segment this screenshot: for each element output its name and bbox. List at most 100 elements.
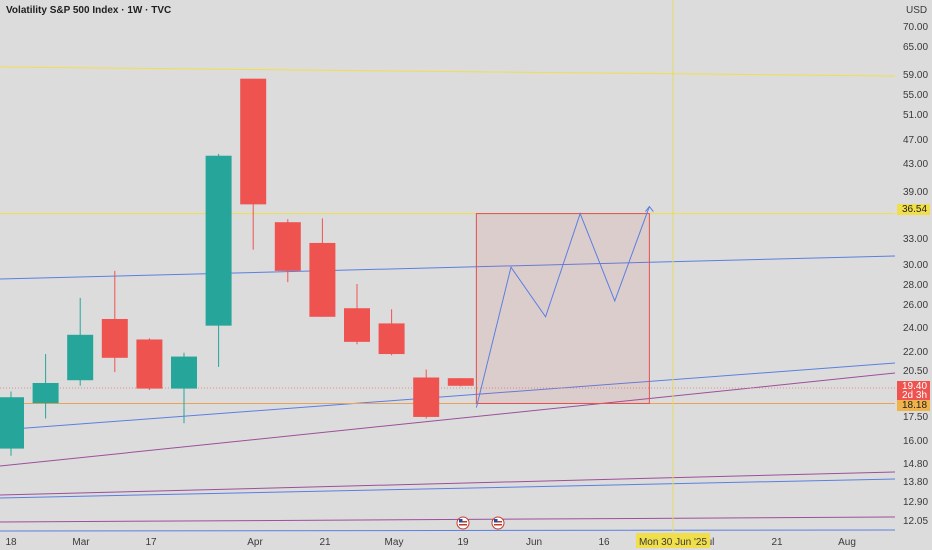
level-badge-36-54: 36.54 — [897, 204, 930, 215]
candle[interactable] — [0, 391, 24, 456]
trendline-upper[interactable] — [0, 255, 896, 280]
candle-body — [309, 242, 336, 317]
candle[interactable] — [309, 218, 336, 317]
currency-label: USD — [906, 5, 927, 16]
support-blue-bottom[interactable] — [0, 529, 896, 532]
channel-purple-low[interactable] — [0, 471, 896, 496]
candle-body — [447, 378, 474, 386]
candle-body — [413, 377, 440, 417]
time-tick-label: Aug — [838, 537, 856, 548]
price-tick-label: 12.90 — [903, 497, 928, 508]
flag-circle — [456, 516, 470, 530]
us-flag-icon[interactable] — [456, 516, 470, 530]
chart-title: Volatility S&P 500 Index · 1W · TVC — [6, 5, 171, 16]
flag-stripe — [459, 521, 467, 523]
flag-stripe — [494, 521, 502, 523]
price-axis-background — [895, 0, 932, 550]
price-tick-label: 59.00 — [903, 70, 928, 81]
candle-body — [32, 382, 59, 404]
price-tick-label: 13.80 — [903, 477, 928, 488]
countdown-badge-text: 2d 3h — [902, 390, 927, 401]
projection-path[interactable] — [475, 206, 650, 408]
price-tick-label: 22.00 — [903, 347, 928, 358]
time-tick-label: Jun — [526, 537, 542, 548]
candle-body — [0, 397, 24, 449]
projection-arrowhead — [644, 205, 654, 212]
time-tick-label: 17 — [145, 537, 157, 548]
last-price-badge-text: 19.40 — [902, 381, 927, 392]
price-tick-label: 33.00 — [903, 234, 928, 245]
time-tick-label: 19 — [457, 537, 469, 548]
candle-body — [205, 155, 232, 326]
level-badge-18-18-bg — [897, 400, 930, 411]
price-tick-label: 16.00 — [903, 436, 928, 447]
candle[interactable] — [32, 354, 59, 419]
candle[interactable] — [447, 378, 474, 387]
last-price-badge: 19.40 — [897, 381, 930, 392]
time-tick-label: Mar — [72, 537, 90, 548]
time-tick-label: 18 — [5, 537, 17, 548]
time-tick-label: 21 — [771, 537, 783, 548]
flag-canton — [459, 519, 463, 523]
countdown-badge: 2d 3h — [897, 390, 930, 401]
time-tick-label: 16 — [598, 537, 610, 548]
price-tick-label: 51.00 — [903, 110, 928, 121]
candle-body — [67, 334, 94, 381]
trendline-yellow-top[interactable] — [0, 66, 896, 77]
price-tick-label: 65.00 — [903, 42, 928, 53]
candle-body — [344, 308, 370, 342]
level-badge-18-18: 18.18 — [897, 400, 930, 411]
price-tick-label: 26.00 — [903, 300, 928, 311]
countdown-badge-bg — [897, 391, 930, 401]
candle[interactable] — [205, 153, 232, 367]
range-layer — [475, 205, 654, 408]
crosshair-date-badge — [636, 533, 710, 548]
flag-stripe — [494, 524, 502, 526]
price-tick-label: 30.00 — [903, 260, 928, 271]
candle-body — [136, 339, 163, 389]
time-tick-label: May — [385, 537, 404, 548]
candle-body — [240, 78, 267, 205]
candle[interactable] — [101, 270, 128, 373]
time-tick-label: 21 — [319, 537, 331, 548]
candle[interactable] — [67, 297, 94, 386]
last-price-badge-bg — [897, 381, 930, 392]
price-tick-label: 24.00 — [903, 323, 928, 334]
candle[interactable] — [413, 369, 440, 419]
trendline-purple[interactable] — [0, 372, 896, 467]
candle[interactable] — [171, 352, 197, 424]
support-purple-bottom[interactable] — [0, 516, 896, 523]
time-tick-label: Apr — [247, 537, 263, 548]
price-tick-label: 28.00 — [903, 280, 928, 291]
price-tick-label: 70.00 — [903, 22, 928, 33]
candles-layer[interactable] — [0, 78, 505, 530]
price-axis[interactable]: 70.00 65.00 59.00 55.00 51.00 47.00 43.00 39.00… — [895, 0, 932, 550]
candle[interactable] — [378, 309, 405, 356]
candle-body — [274, 222, 301, 271]
price-tick-label: 20.50 — [903, 366, 928, 377]
projection-range-box[interactable] — [475, 213, 650, 404]
trendline-middle[interactable] — [0, 362, 896, 431]
drawing-layer — [0, 0, 896, 532]
flag-circle — [491, 516, 505, 530]
candle[interactable] — [136, 338, 163, 391]
price-tick-label: 55.00 — [903, 90, 928, 101]
price-tick-label: 14.80 — [903, 459, 928, 470]
price-tick-label: 12.05 — [903, 516, 928, 527]
channel-blue-low[interactable] — [0, 478, 896, 499]
candle[interactable] — [240, 78, 267, 250]
us-flag-icon[interactable] — [491, 516, 505, 530]
flag-canton — [494, 519, 498, 523]
candle-body — [378, 323, 405, 355]
price-tick-label: 43.00 — [903, 159, 928, 170]
price-tick-label: 39.00 — [903, 187, 928, 198]
candle[interactable] — [274, 219, 301, 283]
time-axis[interactable]: 18Mar17Apr21May19Jun16Jul21AugMon 30 Jun… — [5, 533, 856, 548]
flag-stripe — [459, 524, 467, 526]
level-badge-18-18-text: 18.18 — [902, 400, 927, 411]
candle-body — [171, 356, 197, 389]
candle[interactable] — [344, 284, 370, 345]
crosshair-date-label: Mon 30 Jun '25 — [639, 537, 708, 548]
